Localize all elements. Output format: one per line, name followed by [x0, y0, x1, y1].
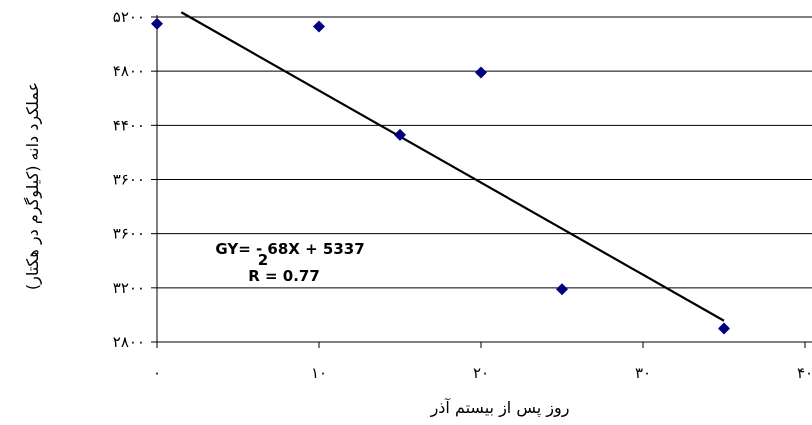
data-points — [151, 17, 730, 335]
y-axis-title: عملکرد دانه (کیلوگرم در هکتار) — [23, 82, 43, 290]
x-tick-labels: ۰ ۱۰ ۲۰ ۳۰ ۴۰ — [153, 364, 812, 382]
r-squared-exponent: 2 — [258, 251, 268, 269]
x-tick-label-40: ۴۰ — [797, 364, 812, 382]
y-tick-label-4400: ۴۴۰۰ — [113, 116, 145, 134]
data-point-5 — [718, 322, 730, 335]
x-tick-label-20: ۲۰ — [473, 364, 489, 382]
r-squared-label: R = 0.77 — [248, 267, 320, 285]
data-point-4 — [556, 283, 568, 296]
equation-label: GY= - 68X + 5337 — [215, 240, 364, 258]
x-tick-label-10: ۱۰ — [311, 364, 327, 382]
data-point-1 — [313, 20, 325, 33]
trendline-group — [180, 11, 725, 322]
x-axis-title: روز پس از بیستم آذر — [430, 398, 570, 418]
y-tick-label-4800: ۴۸۰۰ — [113, 62, 145, 80]
axes — [151, 15, 812, 348]
data-point-2 — [394, 128, 406, 141]
x-tick-label-30: ۳۰ — [635, 364, 651, 382]
y-tick-label-2800: ۲۸۰۰ — [113, 333, 145, 351]
data-point-0 — [151, 17, 163, 30]
y-tick-labels: ۲۸۰۰ ۳۲۰۰ ۳۶۰۰ ۳۶۰۰ ۴۴۰۰ ۴۸۰۰ ۵۲۰۰ — [113, 8, 145, 351]
y-tick-label-3200: ۳۲۰۰ — [113, 279, 145, 297]
x-tick-label-0: ۰ — [153, 364, 161, 382]
trendline — [180, 11, 725, 322]
y-tick-label-5200: ۵۲۰۰ — [113, 8, 145, 26]
data-point-3 — [475, 66, 487, 79]
y-tick-label-3600: ۳۶۰۰ — [113, 225, 145, 243]
y-tick-label-4000: ۳۶۰۰ — [113, 171, 145, 189]
